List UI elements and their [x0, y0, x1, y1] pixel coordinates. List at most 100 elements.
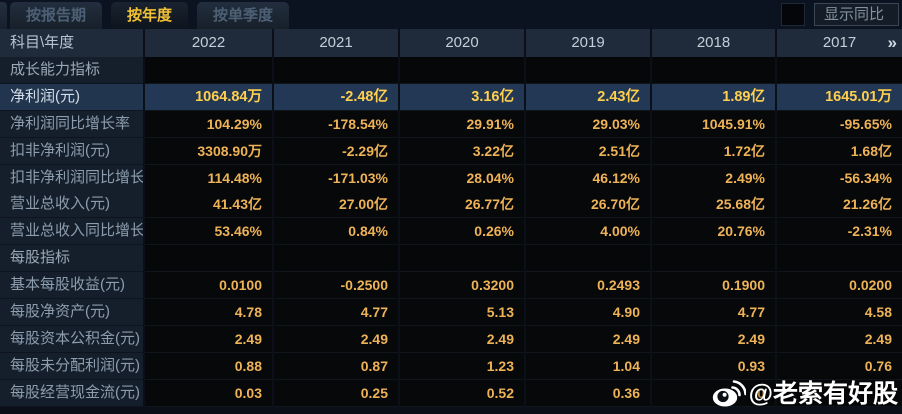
tab-edge-decoration: [0, 2, 7, 29]
value-cell: 46.12%: [526, 164, 650, 192]
value-cell: 2.49: [274, 325, 398, 353]
value-cell: 26.70亿: [526, 191, 650, 219]
value-cell: 3.16亿: [400, 83, 524, 111]
value-cell: 1.68亿: [777, 137, 902, 165]
value-cell: [526, 245, 650, 273]
value-cell: 0.03: [145, 379, 272, 407]
value-cell: 4.58: [777, 299, 902, 327]
period-tabs: 按报告期 按年度 按单季度: [10, 2, 290, 29]
value-cell: 1.23: [400, 352, 524, 380]
value-cell: 3308.90万: [145, 137, 272, 165]
value-cell: 21.26亿: [777, 191, 902, 219]
value-cell: 0.88: [145, 352, 272, 380]
table-header-row: 科目\年度 2022 2021 2020 2019 2018 2017»: [0, 29, 902, 57]
value-cell: 1064.84万: [145, 83, 272, 111]
column-header-year-2022: 2022: [145, 29, 272, 57]
value-cell: -2.31%: [777, 218, 902, 246]
tab-report-period[interactable]: 按报告期: [10, 2, 103, 29]
more-years-chevron-icon[interactable]: »: [887, 33, 897, 52]
row-label: 净利润(元): [0, 83, 143, 111]
row-label: 每股指标: [0, 245, 143, 273]
value-cell: 53.46%: [145, 218, 272, 246]
row-label: 净利润同比增长率: [0, 110, 143, 138]
value-cell: -2.29亿: [274, 137, 398, 165]
period-tabbar: 按报告期 按年度 按单季度 显示同比: [0, 0, 902, 29]
value-cell: 0.1900: [652, 272, 775, 300]
value-cell: [652, 57, 775, 84]
row-label: 扣非净利润(元): [0, 137, 143, 165]
value-cell: 0.0100: [145, 272, 272, 300]
value-cell: 2.49%: [652, 164, 775, 192]
value-cell: 114.48%: [145, 164, 272, 192]
column-header-year-2018: 2018: [652, 29, 775, 57]
show-yoy-checkbox[interactable]: [780, 3, 805, 26]
value-cell: [777, 245, 902, 273]
row-label: 每股净资产(元): [0, 299, 143, 327]
value-cell: 1045.91%: [652, 110, 775, 138]
value-cell: 2.49: [526, 325, 650, 353]
table-row: 基本每股收益(元) 0.0100 -0.2500 0.3200 0.2493 0.1900…: [0, 272, 902, 300]
table-row: 营业总收入同比增长率53.46%0.84%0.26%4.00%20.76%-2.…: [0, 218, 902, 246]
value-cell: -171.03%: [274, 164, 398, 192]
value-cell: 4.00%: [526, 218, 650, 246]
value-cell: 25.68亿: [652, 191, 775, 219]
column-header-year-2021: 2021: [274, 29, 398, 57]
value-cell: 0.25: [274, 379, 398, 407]
table-row: 净利润(元) 1064.84万 -2.48亿 3.16亿 2.43亿 1.89亿 1645.…: [0, 83, 902, 111]
value-cell: 3.22亿: [400, 137, 524, 165]
row-label: 扣非净利润同比增长率: [0, 164, 143, 192]
value-cell: [652, 245, 775, 273]
value-cell: 27.00亿: [274, 191, 398, 219]
value-cell: [274, 245, 398, 273]
financial-table-body: 成长能力指标 净利润(元) 1064.84万 -2.48亿 3.16亿 2.43亿 1.89…: [0, 57, 902, 414]
value-cell: [400, 57, 524, 84]
table-row: 净利润同比增长率 104.29% -178.54% 29.91% 29.03% 1045.…: [0, 110, 902, 138]
value-cell: 0.93: [652, 352, 775, 380]
value-cell: 2.49: [652, 325, 775, 353]
value-cell: -178.54%: [274, 110, 398, 138]
value-cell: 1.89亿: [652, 83, 775, 111]
value-cell: 0.2493: [526, 272, 650, 300]
row-label: 每股资本公积金(元): [0, 325, 143, 353]
value-cell: 0: [652, 379, 775, 407]
value-cell: -56.34%: [777, 164, 902, 192]
value-cell: 29.03%: [526, 110, 650, 138]
value-cell: 104.29%: [145, 110, 272, 138]
table-row: 每股资本公积金(元) 2.49 2.49 2.49 2.49 2.49 2.49: [0, 325, 902, 353]
value-cell: -95.65%: [777, 110, 902, 138]
value-cell: 0.84%: [274, 218, 398, 246]
value-cell: [777, 379, 902, 407]
table-row: 扣非净利润同比增长率114.48%-171.03%28.04%46.12%2.4…: [0, 164, 902, 192]
tab-single-quarter[interactable]: 按单季度: [197, 2, 290, 29]
value-cell: 26.77亿: [400, 191, 524, 219]
value-cell: 5.13: [400, 299, 524, 327]
tab-annual[interactable]: 按年度: [111, 2, 189, 29]
row-label: 成长能力指标: [0, 57, 143, 84]
value-cell: 4.90: [526, 299, 650, 327]
value-cell: 1.72亿: [652, 137, 775, 165]
value-cell: 4.78: [145, 299, 272, 327]
value-cell: [145, 57, 272, 84]
value-cell: [777, 57, 902, 84]
row-label: 营业总收入同比增长率: [0, 218, 143, 246]
yoy-controls: 显示同比: [780, 0, 899, 29]
value-cell: 0.3200: [400, 272, 524, 300]
column-header-year-2019: 2019: [526, 29, 650, 57]
value-cell: 0.52: [400, 379, 524, 407]
value-cell: -0.2500: [274, 272, 398, 300]
value-cell: 2.49: [400, 325, 524, 353]
column-header-year-2020: 2020: [400, 29, 524, 57]
row-label: 基本每股收益(元): [0, 272, 143, 300]
value-cell: [274, 57, 398, 84]
value-cell: 2.49: [145, 325, 272, 353]
table-row: 每股经营现金流(元) 0.03 0.25 0.52 0.36 0: [0, 379, 902, 407]
row-label: 每股未分配利润(元): [0, 352, 143, 380]
value-cell: 0.0200: [777, 272, 902, 300]
value-cell: 1645.01万: [777, 83, 902, 111]
show-yoy-button[interactable]: 显示同比: [813, 3, 899, 26]
row-label: 每股经营现金流(元): [0, 379, 143, 407]
table-row: 每股未分配利润(元) 0.88 0.87 1.23 1.04 0.93 0.76: [0, 352, 902, 380]
section-row: 成长能力指标: [0, 57, 902, 84]
value-cell: 2.49: [777, 325, 902, 353]
